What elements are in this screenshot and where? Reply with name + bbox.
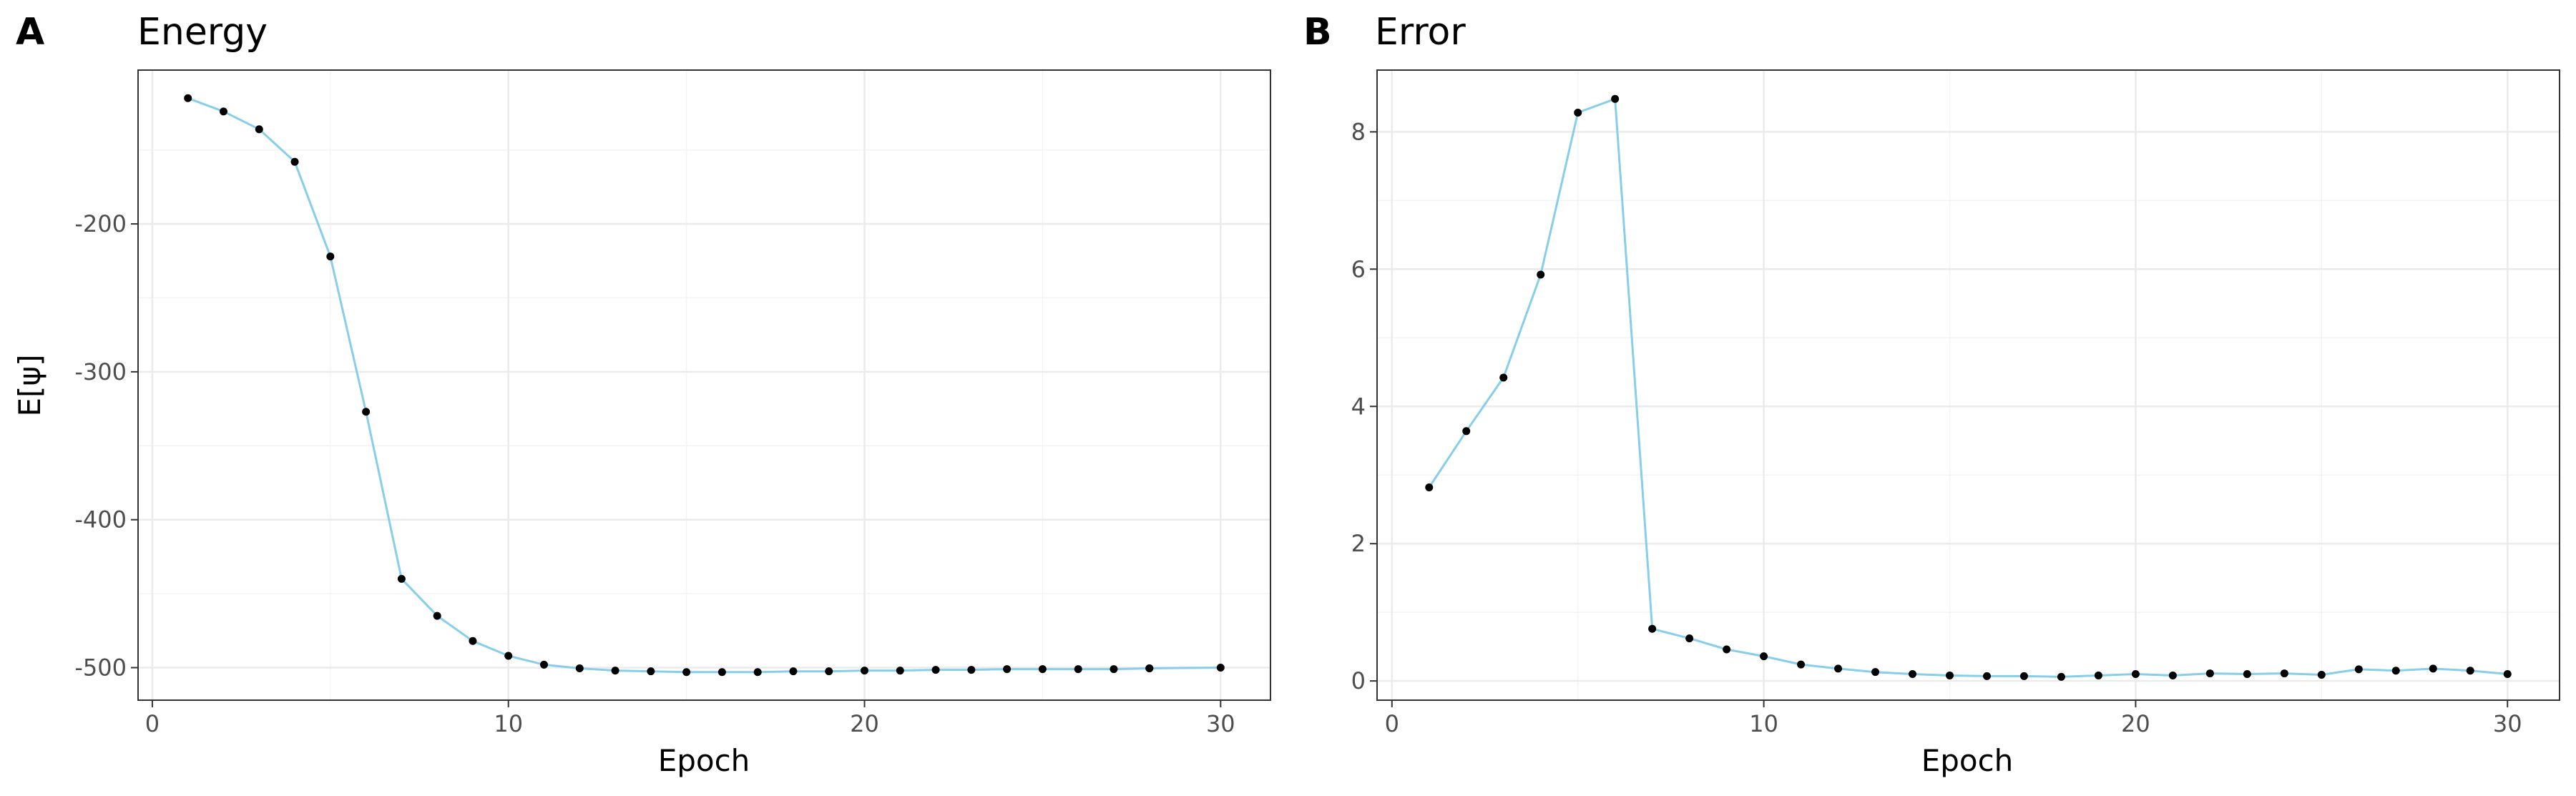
panel-a-data-point <box>433 611 441 620</box>
panel-a-data-point <box>504 652 513 660</box>
panel-b-data-point <box>1760 652 1768 661</box>
panel-b-data-point <box>1909 670 1917 679</box>
panel-a-data-point <box>611 667 619 675</box>
panel-a-data-point <box>718 668 726 677</box>
panel-a-y-tick-label: -300 <box>74 358 127 385</box>
panel-b-data-point <box>1946 671 1954 679</box>
panel-a-data-point <box>931 666 940 674</box>
panel-a-data-point <box>789 667 798 676</box>
panel-b-x-tick-label: 30 <box>2493 710 2522 737</box>
panel-b-data-point <box>2205 669 2214 678</box>
panel-b: B Error 0 10 20 30 0 2 4 6 8 Epoch <box>1303 11 2560 778</box>
panel-a-y-tick-label: -200 <box>74 210 127 237</box>
panel-a-data-point <box>682 668 691 677</box>
panel-a-data-point <box>290 157 299 166</box>
panel-b-data-point <box>2429 664 2437 673</box>
panel-b-data-point <box>2354 665 2363 674</box>
panel-a-data-point <box>255 125 263 134</box>
panel-a-series-line <box>187 97 1221 674</box>
panel-b-data-point <box>2131 670 2140 679</box>
panel-a-data-point <box>469 637 477 645</box>
panel-a-data-point <box>753 668 762 677</box>
panel-b-y-tick-label: 4 <box>1351 393 1366 420</box>
panel-a-tag: A <box>16 11 44 54</box>
panel-b-data-point <box>1982 672 1991 680</box>
panel-b-data-point <box>1871 668 1880 677</box>
panel-b-data-point <box>1685 634 1694 643</box>
panel-a-data-point <box>362 408 371 416</box>
panel-a-x-tick-label: 0 <box>145 710 160 737</box>
panel-b-data-point <box>2391 667 2400 675</box>
panel-a-title: Energy <box>137 11 268 54</box>
panel-b-x-tick-label: 0 <box>1385 710 1399 737</box>
panel-b-data-point <box>1425 483 1434 491</box>
panel-b-y-tick-label: 2 <box>1351 530 1366 557</box>
panel-a-data-point <box>1110 665 1118 674</box>
panel-a-x-tick-label: 20 <box>850 710 879 737</box>
panel-a-data-point <box>1074 665 1082 674</box>
panel-b-data-point <box>2466 667 2474 675</box>
panel-a-x-axis-title: Epoch <box>658 743 750 778</box>
panel-a-data-point <box>861 667 869 675</box>
panel-b-data-point <box>1499 373 1508 382</box>
panel-b-y-tick-label: 6 <box>1351 255 1366 282</box>
panel-a-data-point <box>1216 664 1225 672</box>
panel-a-data-point <box>1038 665 1047 674</box>
panel-a-x-tick-label: 30 <box>1206 710 1235 737</box>
panel-b-data-point <box>1834 664 1843 673</box>
panel-b-data-point <box>1648 624 1657 633</box>
panel-b-data-point <box>2094 671 2102 679</box>
panel-a-data-point <box>825 667 833 676</box>
panel-b-y-tick-label: 0 <box>1351 667 1366 694</box>
panel-b-panel-border <box>1376 69 2560 701</box>
panel-a-y-axis-title: E[ψ] <box>12 354 47 416</box>
panel-b-data-point <box>1574 109 1582 117</box>
panel-a-y-tick-label: -500 <box>74 654 127 682</box>
panel-a-x-tick-label: 10 <box>494 710 523 737</box>
panel-b-data-point <box>2317 670 2326 679</box>
panel-b-x-tick-label: 10 <box>1749 710 1778 737</box>
panel-a-y-tick-label: -400 <box>74 506 127 534</box>
panel-b-data-point <box>2019 672 2028 680</box>
panel-b-tag: B <box>1303 11 1332 54</box>
panel-a-data-point <box>219 107 227 116</box>
panel-b-series-line <box>1428 97 2508 678</box>
panel-a-data-point <box>1003 665 1012 674</box>
panel-b-x-axis-title: Epoch <box>1921 743 2014 778</box>
panel-b-data-point <box>2168 671 2177 679</box>
panel-b-data-point <box>1537 270 1545 279</box>
panel-a-data-point <box>1145 664 1154 673</box>
panel-b-data-point <box>2280 669 2288 678</box>
panel-a-data-point <box>539 660 548 669</box>
panel-a-data-point <box>397 574 406 583</box>
panel-a-data-point <box>575 664 584 673</box>
panel-b-data-point <box>2057 672 2065 681</box>
panel-a-data-point <box>647 667 655 676</box>
panel-a-data-point <box>967 666 976 674</box>
panel-a-data-point <box>896 667 904 675</box>
panel-b-data-point <box>1797 660 1806 669</box>
panel-b-data-point <box>1462 427 1471 436</box>
panel-b-data-point <box>1723 645 1731 654</box>
panel-b-x-tick-label: 20 <box>2121 710 2150 737</box>
panel-a-data-point <box>326 252 335 261</box>
panel-b-y-tick-label: 8 <box>1351 118 1366 145</box>
panel-a-panel-border <box>137 69 1271 701</box>
panel-b-data-point <box>2503 670 2512 679</box>
panel-a: A Energy 0 10 20 30 -500 -400 -300 -200 Epoch E… <box>12 11 1271 778</box>
panel-a-data-point <box>184 94 192 102</box>
panel-b-plot-area: 0 10 20 30 0 2 4 6 8 <box>1351 69 2560 737</box>
panel-b-title: Error <box>1375 11 1466 54</box>
panel-b-data-point <box>2243 670 2251 679</box>
panel-b-data-point <box>1611 94 1620 103</box>
panel-a-plot-area: 0 10 20 30 -500 -400 -300 -200 <box>74 69 1271 737</box>
